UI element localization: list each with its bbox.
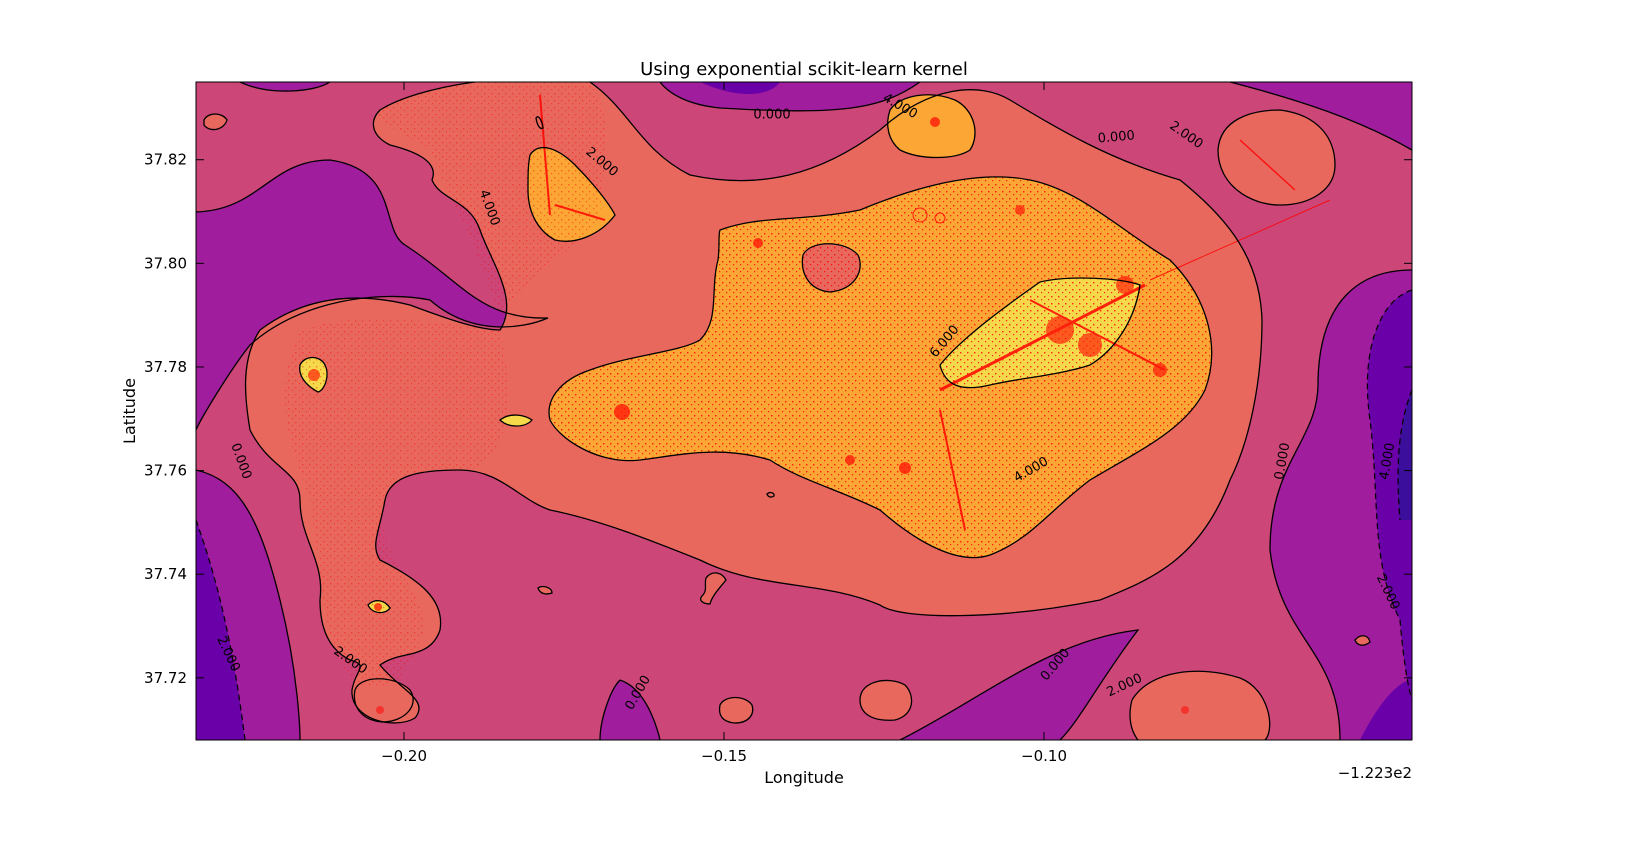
chart-title: Using exponential scikit-learn kernel xyxy=(640,59,968,80)
contour-level-label: 4.000 xyxy=(1377,442,1398,481)
contour-level-label: 0.000 xyxy=(753,108,790,123)
x-tick-label: −0.20 xyxy=(381,747,427,765)
contour-lines xyxy=(196,82,1412,740)
y-tick-label: 37.72 xyxy=(144,669,187,687)
x-tick-label: −0.10 xyxy=(1021,747,1067,765)
scatter-points xyxy=(284,82,1331,714)
contour-level-label: 0.000 xyxy=(1097,128,1135,146)
contour-fill-neg4-to-neg2 xyxy=(196,82,1412,740)
y-tick-label: 37.82 xyxy=(144,151,187,169)
x-axis: −0.20 −0.15 −0.10 xyxy=(381,82,1067,765)
x-axis-label: Longitude xyxy=(764,768,844,787)
axes-frame xyxy=(195,81,1413,741)
y-axis-label: Latitude xyxy=(120,378,139,444)
y-tick-label: 37.80 xyxy=(144,254,187,272)
y-tick-label: 37.78 xyxy=(144,358,187,376)
y-tick-label: 37.74 xyxy=(144,565,187,583)
y-axis: 37.72 37.74 37.76 37.78 37.80 37.82 xyxy=(144,151,1412,687)
contour-lines-negative xyxy=(196,289,1412,740)
contour-level-label: 0.000 xyxy=(1272,442,1293,481)
contour-fill-neg6-to-neg4 xyxy=(1398,390,1412,520)
y-tick-label: 37.76 xyxy=(144,462,187,480)
x-tick-label: −0.15 xyxy=(701,747,747,765)
x-axis-offset-label: −1.223e2 xyxy=(1338,764,1412,782)
